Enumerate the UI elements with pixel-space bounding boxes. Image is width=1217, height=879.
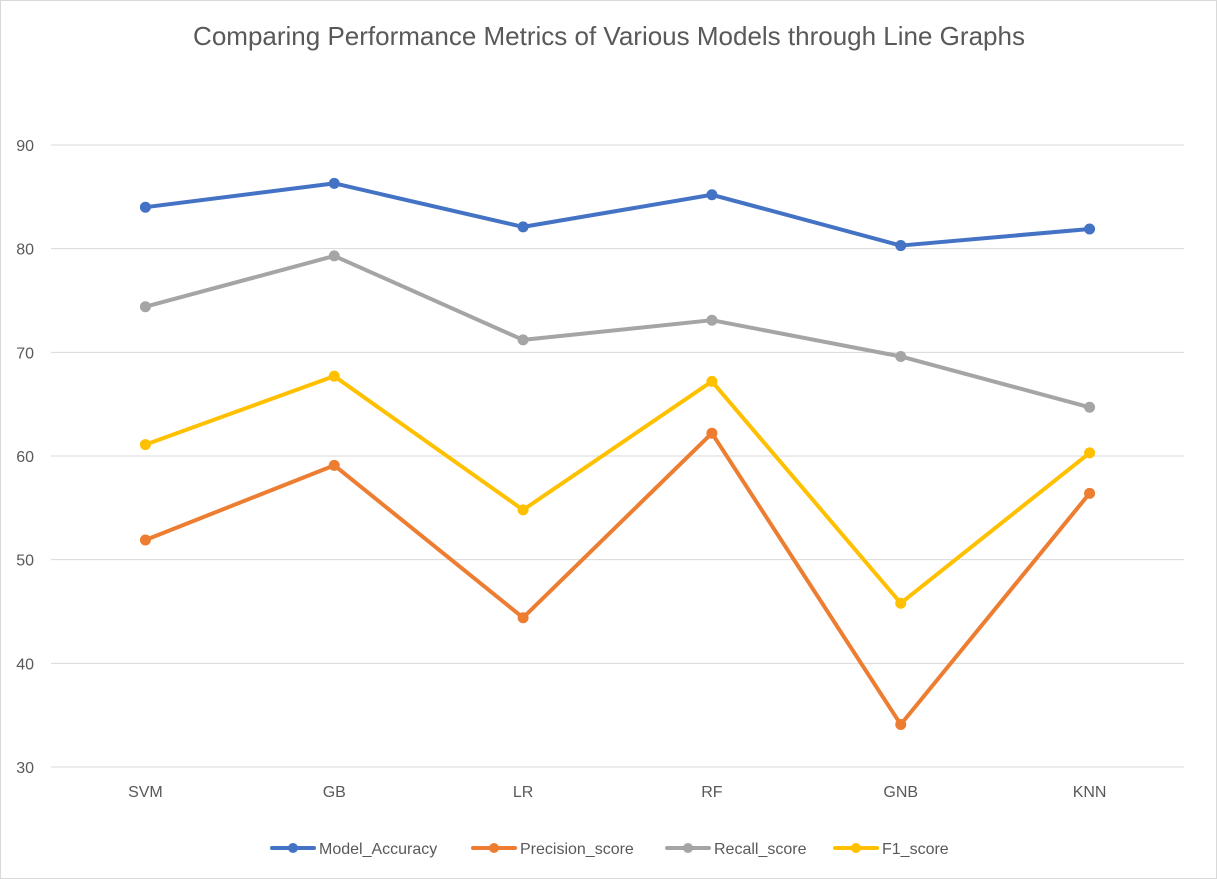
data-point xyxy=(706,189,718,201)
data-point xyxy=(1084,223,1096,235)
x-tick-label: GB xyxy=(323,784,346,801)
legend-label: Recall_score xyxy=(714,841,807,858)
data-point xyxy=(517,612,529,624)
series-line xyxy=(143,253,1092,410)
series-Precision_score xyxy=(139,427,1096,730)
series-line xyxy=(143,181,1092,248)
data-point xyxy=(517,504,529,516)
data-point xyxy=(706,314,718,326)
legend-marker xyxy=(683,843,693,853)
data-point xyxy=(1084,401,1096,413)
data-point xyxy=(139,439,151,451)
legend-marker xyxy=(851,843,861,853)
series-lines xyxy=(139,177,1096,730)
legend: Model_Accuracy Precision_score Recall_scor… xyxy=(270,841,949,858)
y-tick-label: 40 xyxy=(16,656,34,673)
x-tick-label: LR xyxy=(513,784,533,801)
data-point xyxy=(706,375,718,387)
legend-item: F1_score xyxy=(833,841,949,858)
x-tick-label: GNB xyxy=(883,784,918,801)
data-point xyxy=(517,334,529,346)
y-tick-label: 30 xyxy=(16,760,34,777)
legend-label: Precision_score xyxy=(520,841,634,858)
legend-label: Model_Accuracy xyxy=(319,841,437,858)
legend-marker xyxy=(288,843,298,853)
x-tick-label: KNN xyxy=(1073,784,1107,801)
legend-item: Recall_score xyxy=(665,841,807,858)
chart-title: Comparing Performance Metrics of Various… xyxy=(193,21,1025,51)
x-tick-label: RF xyxy=(701,784,723,801)
legend-label: F1_score xyxy=(882,841,949,858)
y-tick-label: 70 xyxy=(16,345,34,362)
data-point xyxy=(328,459,340,471)
data-point xyxy=(328,177,340,189)
gridlines xyxy=(51,144,1184,768)
y-tick-label: 80 xyxy=(16,242,34,259)
data-point xyxy=(706,427,718,439)
y-axis-ticks: 30 40 50 60 70 80 90 xyxy=(16,138,34,777)
data-point xyxy=(139,301,151,313)
data-point xyxy=(895,240,907,252)
data-point xyxy=(1084,487,1096,499)
y-tick-label: 50 xyxy=(16,553,34,570)
legend-marker xyxy=(489,843,499,853)
x-tick-label: SVM xyxy=(128,784,163,801)
data-point xyxy=(328,250,340,262)
x-axis-ticks: SVM GB LR RF GNB KNN xyxy=(128,784,1106,801)
data-point xyxy=(517,221,529,233)
series-line xyxy=(143,431,1092,727)
series-Model_Accuracy xyxy=(139,177,1096,252)
series-Recall_score xyxy=(139,250,1096,413)
data-point xyxy=(328,370,340,382)
series-F1_score xyxy=(139,370,1096,609)
data-point xyxy=(139,534,151,546)
data-point xyxy=(895,350,907,362)
legend-item: Model_Accuracy xyxy=(270,841,437,858)
data-point xyxy=(895,718,907,730)
y-tick-label: 60 xyxy=(16,449,34,466)
data-point xyxy=(139,201,151,213)
data-point xyxy=(895,597,907,609)
data-point xyxy=(1084,447,1096,459)
series-line xyxy=(143,374,1092,606)
y-tick-label: 90 xyxy=(16,138,34,155)
legend-item: Precision_score xyxy=(471,841,634,858)
